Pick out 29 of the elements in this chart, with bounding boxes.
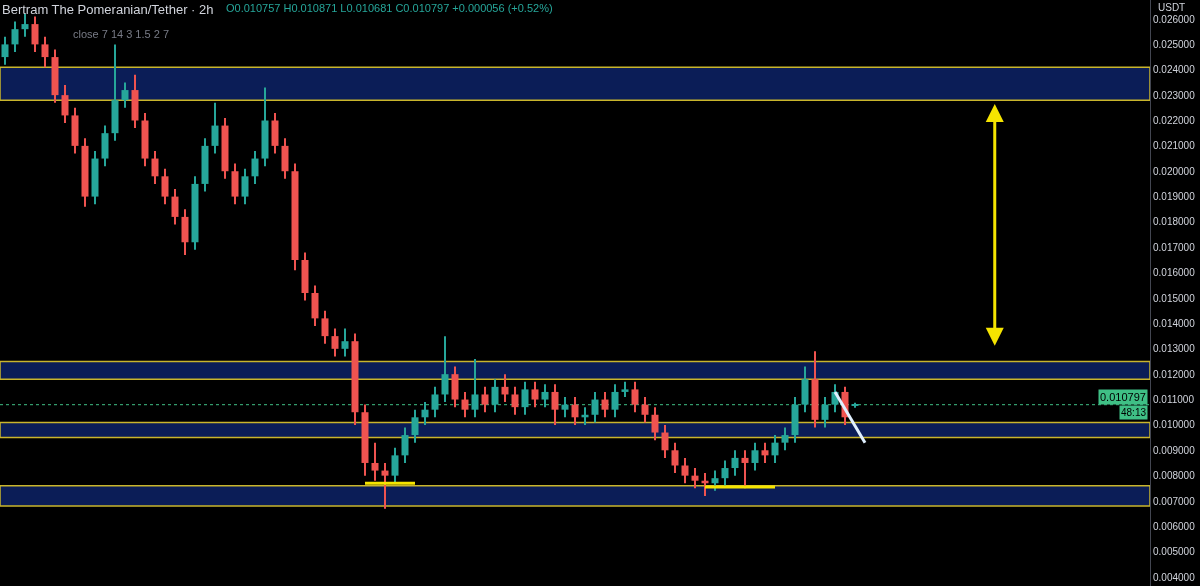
y-tick-label: 0.023000 — [1153, 89, 1196, 101]
y-tick-label: 0.011000 — [1153, 394, 1195, 406]
y-tick-label: 0.019000 — [1153, 191, 1196, 203]
y-tick-label: 0.025000 — [1153, 38, 1196, 50]
annotation: close 7 14 3 1.5 2 7 — [73, 28, 170, 40]
chart-title: Bertram The Pomeranian/Tether · 2h — [2, 2, 214, 17]
y-tick-label: 0.006000 — [1153, 520, 1196, 532]
y-tick-label: 0.013000 — [1153, 343, 1196, 355]
y-tick-label: 0.020000 — [1153, 165, 1196, 177]
text: USDT — [1158, 2, 1186, 13]
y-tick-label: 0.014000 — [1153, 317, 1196, 329]
y-tick-label: 0.022000 — [1153, 115, 1196, 126]
ref-line-label: 0.010797 — [1100, 391, 1146, 403]
y-tick-label: 0.026000 — [1153, 13, 1196, 25]
y-tick-label: 0.016000 — [1153, 267, 1196, 279]
y-tick-label: 0.024000 — [1153, 64, 1196, 76]
y-tick-label: 0.005000 — [1153, 546, 1196, 558]
y-tick-label: 0.021000 — [1153, 140, 1196, 152]
y-tick-label: 0.008000 — [1153, 470, 1196, 482]
y-tick-label: 0.004000 — [1153, 571, 1196, 583]
y-tick-label: 0.012000 — [1153, 368, 1196, 380]
y-tick-label: 0.017000 — [1153, 241, 1196, 253]
chart-subtitle: O0.010757 H0.010871 L0.010681 C0.010797 +0.000056 (+0.52%) — [226, 2, 553, 14]
y-tick-label: 0.018000 — [1153, 216, 1196, 228]
y-tick-label: 0.015000 — [1153, 292, 1196, 304]
y-tick-label: 0.009000 — [1153, 444, 1196, 456]
annotation: 48:13 — [1121, 407, 1147, 418]
y-tick-label: 0.010000 — [1153, 419, 1196, 431]
y-tick-label: 0.007000 — [1153, 495, 1196, 507]
